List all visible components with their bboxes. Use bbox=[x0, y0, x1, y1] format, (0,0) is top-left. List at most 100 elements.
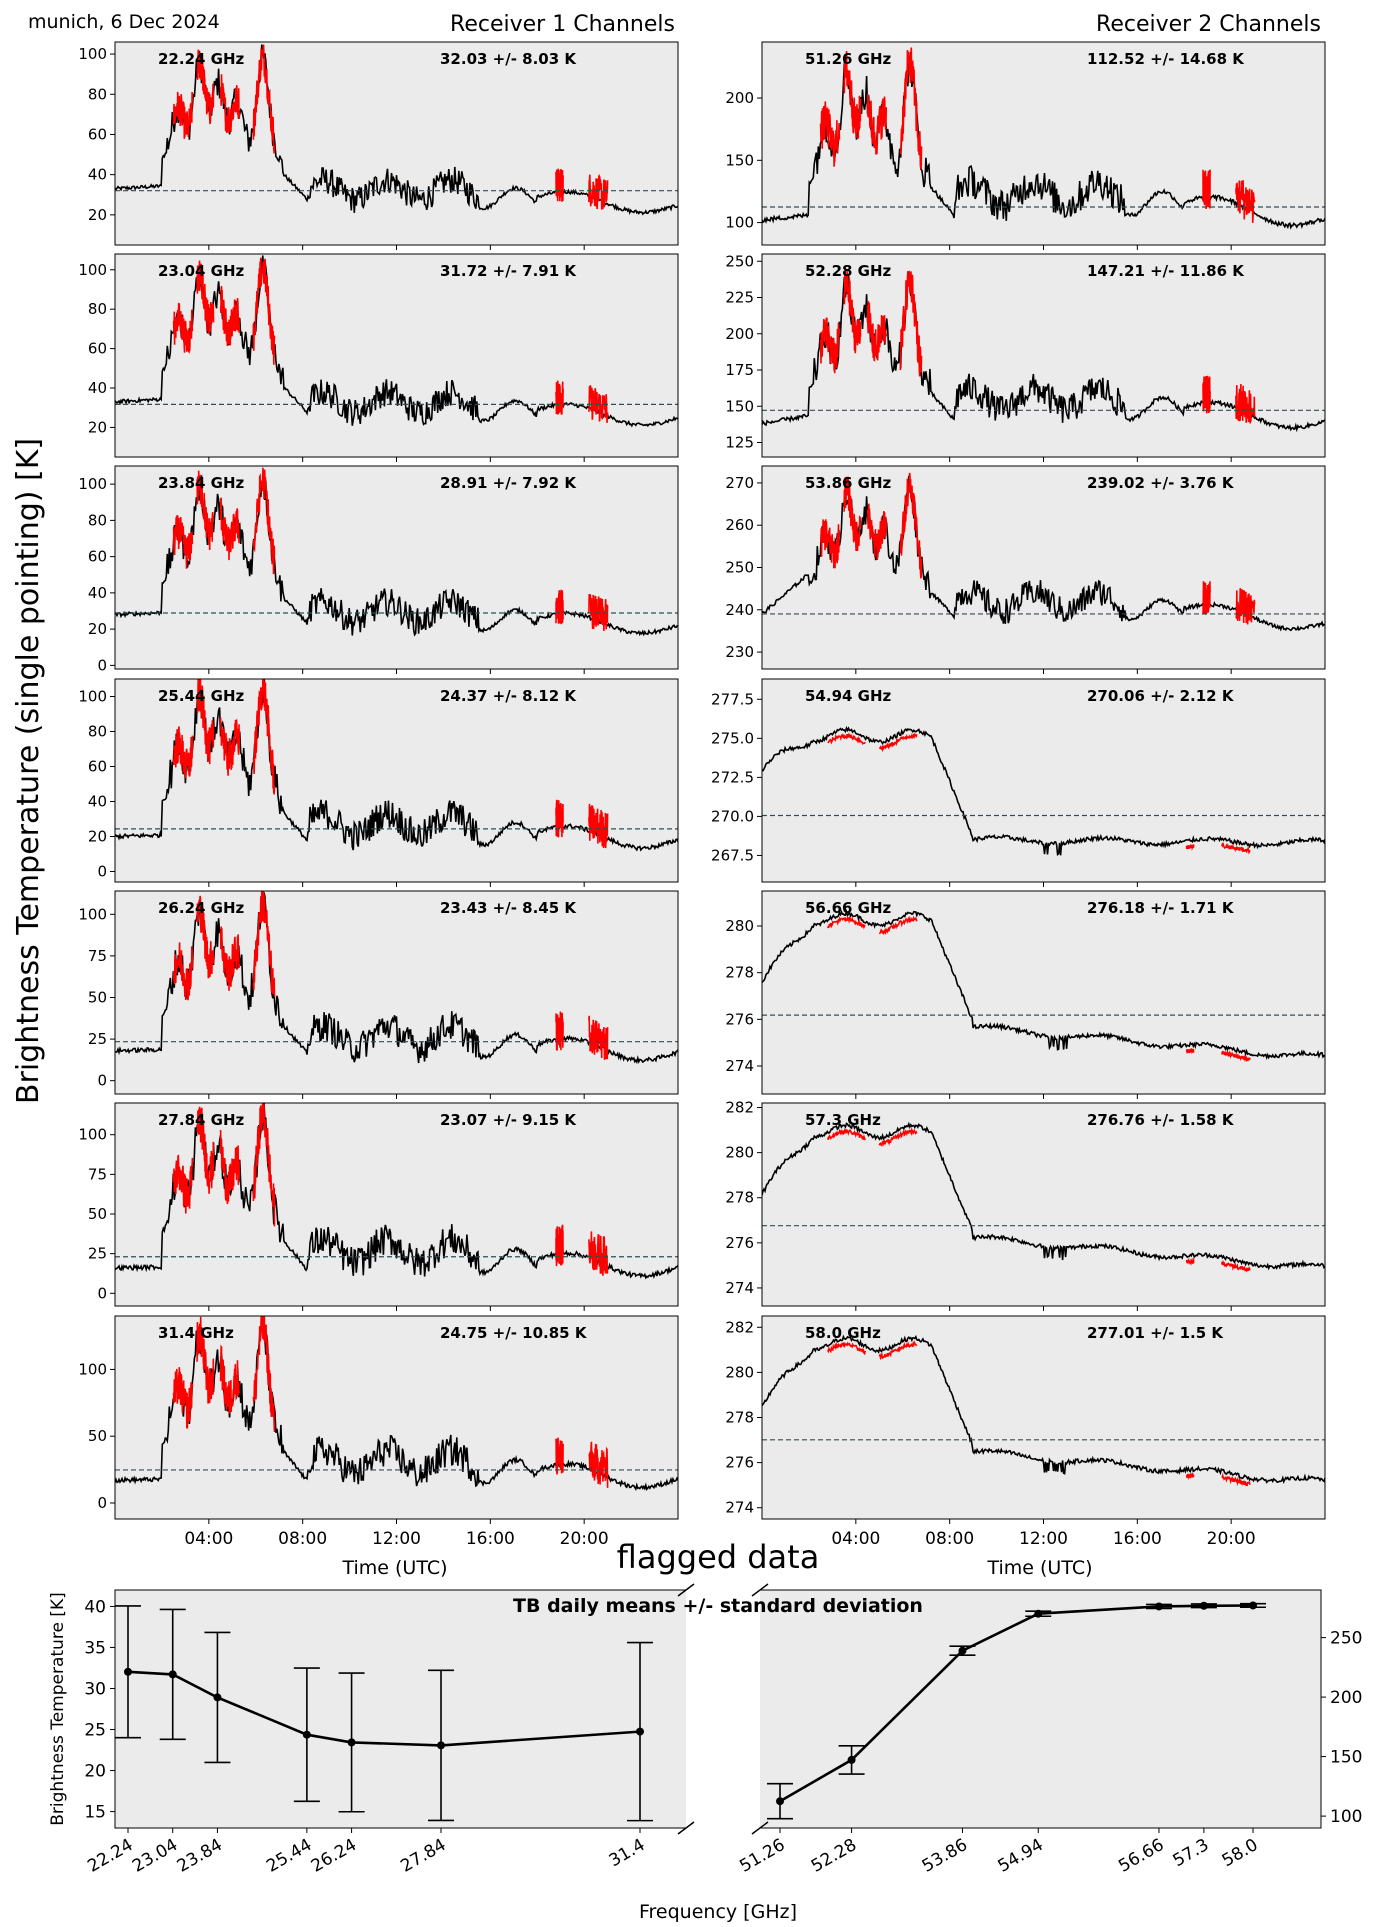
channel-stats-label: 276.76 +/- 1.58 K bbox=[1087, 1111, 1235, 1129]
y-tick-label: 80 bbox=[88, 300, 107, 318]
flagged-segment bbox=[866, 503, 888, 561]
channel-frequency-label: 22.24 GHz bbox=[158, 50, 245, 68]
y-tick-label: 50 bbox=[88, 1427, 107, 1445]
flagged-segment bbox=[588, 385, 609, 423]
y-tick-label: 282 bbox=[725, 1318, 754, 1336]
flagged-segment bbox=[826, 915, 866, 930]
receiver1-title: Receiver 1 Channels bbox=[450, 12, 675, 37]
right-y-tick-label: 150 bbox=[1330, 1748, 1362, 1768]
flagged-segment bbox=[588, 1441, 609, 1488]
left-y-tick-label: 15 bbox=[84, 1803, 106, 1823]
channel-stats-label: 276.18 +/- 1.71 K bbox=[1087, 899, 1235, 917]
flagged-segment bbox=[878, 732, 918, 753]
channel-stats-label: 24.75 +/- 10.85 K bbox=[440, 1324, 588, 1342]
y-tick-label: 200 bbox=[725, 89, 754, 107]
series-line bbox=[762, 1121, 1325, 1271]
left-y-tick-label: 20 bbox=[84, 1762, 106, 1782]
receiver2-mean-point bbox=[958, 1646, 967, 1655]
channel-stats-label: 277.01 +/- 1.5 K bbox=[1087, 1324, 1224, 1342]
x-tick-label: 12:00 bbox=[372, 1529, 421, 1549]
series-line bbox=[762, 725, 1325, 857]
receiver1-x-tick-label: 22.24 bbox=[84, 1835, 136, 1877]
y-tick-label: 260 bbox=[725, 516, 754, 534]
receiver1-mean-point bbox=[347, 1738, 356, 1747]
site-date-label: munich, 6 Dec 2024 bbox=[28, 11, 220, 33]
y-tick-label: 20 bbox=[88, 418, 107, 436]
flagged-segment bbox=[555, 1224, 564, 1267]
channel-stats-label: 239.02 +/- 3.76 K bbox=[1087, 474, 1235, 492]
flagged-data-label: flagged data bbox=[617, 1538, 820, 1576]
summary-x-axis-label: Frequency [GHz] bbox=[639, 1901, 797, 1923]
channel-stats-label: 23.43 +/- 8.45 K bbox=[440, 899, 577, 917]
y-tick-label: 0 bbox=[97, 1072, 107, 1090]
axis-break-mark bbox=[677, 1583, 695, 1597]
receiver1-mean-point bbox=[636, 1727, 644, 1736]
channel-frequency-label: 23.04 GHz bbox=[158, 262, 245, 280]
flagged-segment bbox=[588, 594, 609, 632]
flagged-segment bbox=[555, 1437, 564, 1475]
receiver2-mean-point bbox=[847, 1755, 856, 1764]
flagged-segment bbox=[172, 1367, 194, 1429]
x-axis-label-right: Time (UTC) bbox=[986, 1557, 1092, 1579]
y-axis-label: Brightness Temperature (single pointing)… bbox=[11, 438, 46, 1104]
x-tick-label: 16:00 bbox=[466, 1529, 515, 1549]
flagged-segment bbox=[252, 467, 276, 575]
channel-stats-label: 28.91 +/- 7.92 K bbox=[440, 474, 577, 492]
y-tick-label: 150 bbox=[725, 151, 754, 169]
receiver1-mean-point bbox=[302, 1730, 311, 1739]
y-tick-label: 40 bbox=[88, 793, 107, 811]
receiver2-mean-point bbox=[1154, 1602, 1163, 1611]
receiver2-x-tick-label: 54.94 bbox=[995, 1835, 1047, 1877]
y-tick-label: 276 bbox=[725, 1454, 754, 1472]
flagged-segment bbox=[172, 942, 194, 1001]
flagged-segment bbox=[196, 470, 215, 551]
receiver2-x-tick-label: 58.0 bbox=[1219, 1835, 1262, 1871]
flagged-segment bbox=[252, 1316, 276, 1433]
y-tick-label: 250 bbox=[725, 559, 754, 577]
y-tick-label: 100 bbox=[725, 214, 754, 232]
flagged-segment bbox=[878, 1127, 918, 1147]
flagged-segment bbox=[172, 726, 194, 779]
y-tick-label: 80 bbox=[88, 723, 107, 741]
channel-stats-label: 31.72 +/- 7.91 K bbox=[440, 262, 577, 280]
y-tick-label: 100 bbox=[78, 1360, 107, 1378]
axis-break-mark bbox=[751, 1821, 769, 1835]
y-tick-label: 250 bbox=[725, 252, 754, 270]
flagged-segment bbox=[196, 1316, 215, 1404]
right-y-tick-label: 100 bbox=[1330, 1807, 1362, 1827]
y-tick-label: 267.5 bbox=[711, 846, 754, 864]
receiver2-x-tick-label: 52.28 bbox=[808, 1835, 860, 1877]
receiver2-title: Receiver 2 Channels bbox=[1096, 12, 1321, 37]
flagged-segment bbox=[196, 679, 215, 765]
y-tick-label: 240 bbox=[725, 601, 754, 619]
receiver2-mean-point bbox=[1199, 1601, 1208, 1610]
flagged-segment bbox=[1235, 383, 1256, 424]
receiver1-x-tick-label: 25.44 bbox=[263, 1835, 315, 1877]
channel-frequency-label: 56.66 GHz bbox=[805, 899, 892, 917]
flagged-segment bbox=[555, 589, 564, 625]
x-tick-label: 08:00 bbox=[925, 1529, 974, 1549]
y-tick-label: 20 bbox=[88, 828, 107, 846]
flagged-segment bbox=[196, 1106, 215, 1194]
flagged-segment bbox=[588, 1231, 609, 1276]
summary-title: TB daily means +/- standard deviation bbox=[513, 1595, 923, 1617]
y-tick-label: 25 bbox=[88, 1245, 107, 1263]
y-tick-label: 60 bbox=[88, 758, 107, 776]
channel-frequency-label: 58.0 GHz bbox=[805, 1324, 881, 1342]
flagged-segment bbox=[172, 91, 194, 139]
channel-frequency-label: 57.3 GHz bbox=[805, 1111, 881, 1129]
flagged-segment bbox=[1185, 844, 1195, 851]
flagged-segment bbox=[878, 1340, 918, 1361]
channel-frequency-label: 54.94 GHz bbox=[805, 687, 892, 705]
channel-stats-label: 147.21 +/- 11.86 K bbox=[1087, 262, 1245, 280]
channel-frequency-label: 51.26 GHz bbox=[805, 50, 892, 68]
receiver1-x-tick-label: 23.84 bbox=[174, 1835, 226, 1877]
y-tick-label: 125 bbox=[725, 434, 754, 452]
flagged-segment bbox=[878, 915, 918, 936]
flagged-segment bbox=[555, 1011, 564, 1051]
y-tick-label: 272.5 bbox=[711, 768, 754, 786]
y-tick-label: 230 bbox=[725, 643, 754, 661]
y-tick-label: 40 bbox=[88, 379, 107, 397]
flagged-segment bbox=[172, 1154, 194, 1214]
channel-frequency-label: 52.28 GHz bbox=[805, 262, 892, 280]
